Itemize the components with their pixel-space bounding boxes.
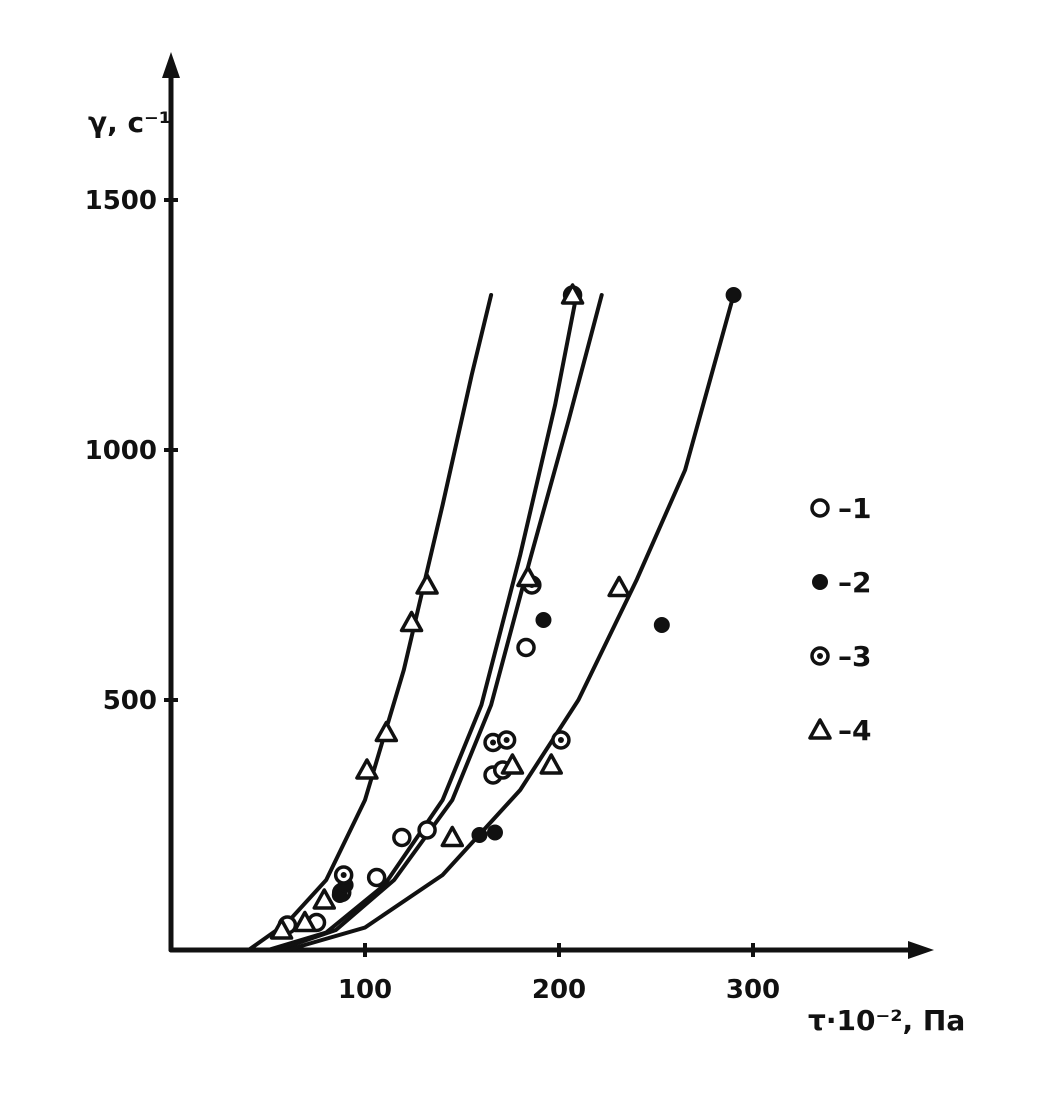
series-1-point (366, 867, 387, 888)
series-3-point (551, 730, 571, 750)
series-2-point (471, 827, 488, 843)
series-2-point (535, 612, 552, 628)
legend-marker-3 (810, 646, 830, 666)
legend-marker-1 (810, 498, 830, 518)
series-4-point (607, 575, 631, 598)
series-4-point (355, 758, 379, 780)
legend-item-2: –2 (812, 566, 871, 599)
series-4-point (440, 825, 465, 848)
x-axis-label: τ·10⁻², Па (808, 1004, 965, 1037)
series-1-point (417, 820, 437, 840)
y-tick-label: 500 (103, 686, 157, 716)
legend-marker-4 (808, 718, 832, 740)
x-tick-label: 200 (532, 975, 586, 1005)
series-4-point (312, 888, 337, 910)
series-2-point (725, 287, 742, 303)
series-1-point (392, 827, 412, 848)
series-3-point (496, 730, 517, 750)
series-4-point (560, 283, 585, 305)
axes (162, 52, 934, 959)
series-4-point (415, 573, 439, 595)
fit-curve-4 (285, 293, 736, 952)
legend-marker-2 (812, 574, 828, 590)
y-tick-label: 1500 (85, 186, 157, 216)
legend-item-1: –1 (810, 492, 871, 525)
legend-item-3: –3 (810, 640, 871, 673)
series-4-point (293, 910, 317, 933)
y-tick-label: 1000 (85, 436, 157, 466)
legend-label: –4 (838, 714, 871, 747)
fit-curve-1 (246, 293, 494, 952)
legend: –1 –2 –3 –4 (808, 492, 871, 747)
legend-item-4: –4 (808, 714, 871, 747)
legend-label: –3 (838, 640, 871, 673)
x-tick-label: 100 (338, 975, 392, 1005)
series-4-point (500, 753, 525, 775)
series-2-point (653, 617, 670, 633)
fit-curve-3 (275, 293, 604, 952)
fit-curve-2 (266, 293, 579, 952)
legend-label: –2 (838, 566, 871, 599)
series-4-point (539, 753, 563, 775)
series-2-point (486, 824, 503, 841)
data-points (269, 283, 742, 940)
series-4-point (516, 565, 540, 588)
x-tick-label: 300 (726, 975, 780, 1005)
series-1-point (516, 637, 536, 658)
series-4-point (374, 720, 399, 743)
series-4-point (269, 918, 294, 940)
axis-ticks: 100 200 300 500 1000 1500 (85, 186, 781, 1005)
series-4-point (399, 610, 424, 633)
y-axis-arrow (162, 52, 180, 78)
y-axis-label: γ, с⁻¹ (88, 106, 171, 139)
x-axis-arrow (908, 941, 934, 959)
series-3-point (333, 865, 354, 885)
legend-label: –1 (838, 492, 871, 525)
